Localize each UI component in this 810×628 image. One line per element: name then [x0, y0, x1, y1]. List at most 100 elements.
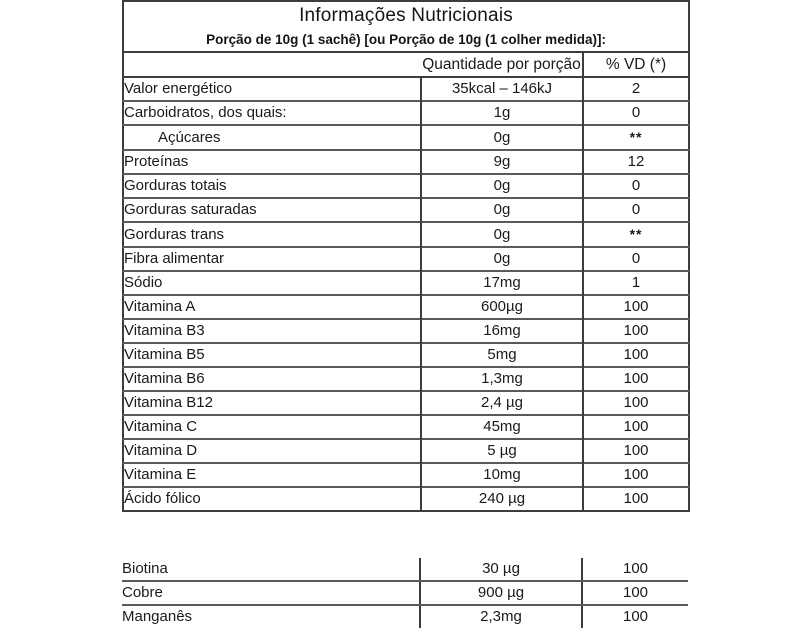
- nutrient-daily-value: **: [581, 221, 690, 247]
- nutrient-name: Valor energético: [124, 80, 233, 97]
- table-row: Sódio 17mg 1: [123, 270, 690, 295]
- nutrient-daily-value: 0: [581, 246, 690, 271]
- nutrient-quantity: 0g: [420, 197, 583, 222]
- nutrient-quantity: 5mg: [420, 342, 583, 367]
- table-row: Carboidratos, dos quais: 1g 0: [123, 100, 690, 125]
- table-row: Valor energético 35kcal – 146kJ 2: [123, 77, 690, 101]
- nutrient-quantity: 900 µg: [419, 581, 582, 606]
- nutrient-daily-value: 0: [581, 197, 690, 222]
- nutrient-name: Biotina: [122, 558, 420, 582]
- nutrient-name: Vitamina B3: [123, 318, 421, 343]
- table-row: Vitamina A 600µg 100: [123, 294, 690, 319]
- column-header-name: [123, 52, 421, 78]
- nutrient-daily-value: 100: [581, 462, 690, 487]
- nutrient-quantity: 0g: [420, 246, 583, 271]
- nutrient-daily-value: 100: [581, 581, 688, 606]
- nutrient-name: Gorduras saturadas: [123, 197, 421, 222]
- nutrient-quantity: 600µg: [420, 294, 583, 319]
- nutrient-daily-value: 100: [581, 342, 690, 367]
- label-title: Informações Nutricionais: [299, 5, 513, 26]
- nutrient-quantity: 2,4 µg: [420, 390, 583, 415]
- table-row: Vitamina B3 16mg 100: [123, 318, 690, 343]
- nutrient-name: Sódio: [123, 270, 421, 295]
- nutrition-facts-table: Informações Nutricionais Porção de 10g (…: [122, 0, 691, 512]
- nutrient-name: Carboidratos, dos quais:: [123, 100, 421, 125]
- nutrient-daily-value: 100: [581, 318, 690, 343]
- footnote-marker: **: [629, 226, 643, 242]
- nutrient-daily-value: 100: [581, 438, 690, 463]
- nutrient-rows: Valor energético 35kcal – 146kJ 2 Carboidra…: [123, 77, 690, 511]
- portion-row: Porção de 10g (1 sachê) [ou Porção de 10…: [123, 29, 690, 53]
- nutrient-daily-value: 100: [581, 366, 690, 391]
- column-header-daily-value: % VD (*): [581, 52, 690, 78]
- table-row: Fibra alimentar 0g 0: [123, 246, 690, 271]
- table-row: Gorduras trans 0g **: [123, 221, 690, 247]
- nutrient-name: Vitamina E: [123, 462, 421, 487]
- nutrient-daily-value: **: [581, 124, 690, 150]
- nutrient-quantity: 0g: [420, 124, 583, 150]
- nutrient-name: Manganês: [122, 608, 193, 625]
- nutrient-name: Fibra alimentar: [123, 246, 421, 271]
- nutrient-quantity: 10mg: [420, 462, 583, 487]
- nutrient-daily-value: 100: [581, 414, 690, 439]
- section-gap: [122, 512, 688, 558]
- nutrient-quantity: 30 µg: [419, 558, 582, 582]
- nutrient-name: Ácido fólico: [123, 486, 421, 511]
- table-row: Cobre 900 µg 100: [122, 581, 688, 606]
- nutrient-quantity: 0g: [420, 173, 583, 198]
- portion-text: Porção de 10g (1 sachê) [ou Porção de 10…: [123, 29, 690, 53]
- nutrient-quantity: 16mg: [420, 318, 583, 343]
- nutrient-quantity: 1,3mg: [420, 366, 583, 391]
- nutrient-name: Gorduras trans: [123, 221, 421, 247]
- nutrient-quantity: 5 µg: [420, 438, 583, 463]
- nutrient-name: Açúcares: [123, 124, 421, 150]
- table-row: Vitamina C 45mg 100: [123, 414, 690, 439]
- table-row: Gorduras totais 0g 0: [123, 173, 690, 198]
- table-row: Proteínas 9g 12: [123, 149, 690, 174]
- nutrient-daily-value: 0: [581, 173, 690, 198]
- table-row: Vitamina B5 5mg 100: [123, 342, 690, 367]
- nutrient-quantity: 1g: [420, 100, 583, 125]
- table-row: Biotina 30 µg 100: [122, 558, 688, 582]
- table-row: Vitamina B12 2,4 µg 100: [123, 390, 690, 415]
- nutrient-quantity: 45mg: [420, 414, 583, 439]
- column-header-quantity: Quantidade por porção: [421, 52, 583, 78]
- title-row: Informações Nutricionais: [123, 1, 689, 29]
- nutrient-name: Vitamina D: [123, 438, 421, 463]
- nutrient-daily-value: 100: [581, 390, 690, 415]
- minerals-table: Biotina 30 µg 100 Cobre 900 µg 100 Manganês 2,3…: [122, 558, 688, 628]
- nutrient-quantity: 240 µg: [420, 486, 583, 511]
- nutrient-name: Vitamina B6: [123, 366, 421, 391]
- nutrient-daily-value: 100: [581, 605, 688, 628]
- nutrient-name: Vitamina A: [123, 294, 421, 319]
- nutrient-quantity: 17mg: [420, 270, 583, 295]
- table-row: Açúcares 0g **: [123, 124, 690, 150]
- nutrient-quantity: 35kcal – 146kJ: [420, 77, 583, 101]
- column-header-row: Quantidade por porção % VD (*): [123, 52, 690, 78]
- table-row: Vitamina B6 1,3mg 100: [123, 366, 690, 391]
- nutrition-label: Informações Nutricionais Porção de 10g (…: [122, 0, 691, 628]
- nutrient-quantity: 0g: [420, 221, 583, 247]
- table-row: Ácido fólico 240 µg 100: [123, 486, 690, 511]
- nutrient-name: Vitamina C: [123, 414, 421, 439]
- nutrient-name: Proteínas: [123, 149, 421, 174]
- nutrient-name: Cobre: [122, 581, 420, 606]
- nutrient-daily-value: 0: [581, 100, 690, 125]
- footnote-marker: **: [629, 129, 643, 145]
- nutrient-daily-value: 100: [581, 558, 688, 582]
- mineral-rows: Biotina 30 µg 100 Cobre 900 µg 100 Manganês 2,3…: [122, 558, 688, 628]
- table-row: Gorduras saturadas 0g 0: [123, 197, 690, 222]
- nutrient-daily-value: 1: [581, 270, 690, 295]
- nutrient-name: Vitamina B12: [123, 390, 421, 415]
- nutrient-daily-value: 100: [581, 294, 690, 319]
- nutrient-quantity: 2,3mg: [419, 605, 582, 628]
- nutrient-daily-value: 12: [581, 149, 690, 174]
- nutrient-quantity: 9g: [420, 149, 583, 174]
- nutrient-daily-value: 100: [581, 486, 690, 511]
- nutrient-daily-value: 2: [581, 77, 690, 101]
- nutrient-name: Gorduras totais: [123, 173, 421, 198]
- table-row: Vitamina E 10mg 100: [123, 462, 690, 487]
- table-row: Manganês 2,3mg 100: [122, 605, 688, 628]
- nutrient-name: Vitamina B5: [123, 342, 421, 367]
